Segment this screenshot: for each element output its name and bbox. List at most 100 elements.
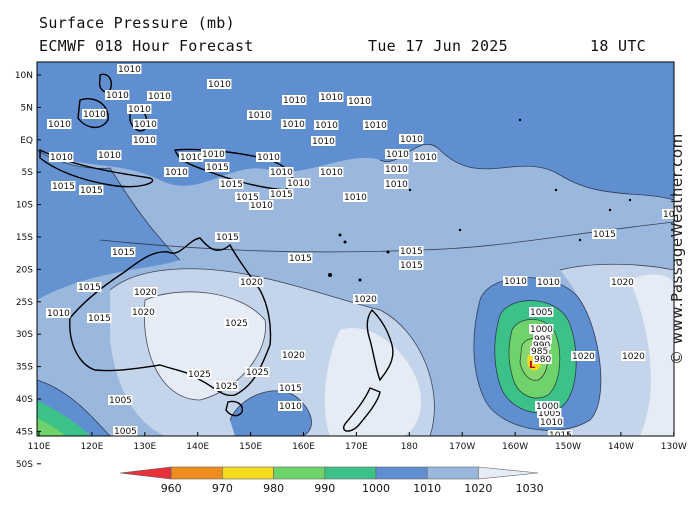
- isobar-label: 1010: [105, 90, 130, 101]
- isobar-label: 1010: [311, 136, 336, 147]
- isobar-value: 1010: [98, 151, 121, 161]
- isobar-value: 1020: [132, 308, 155, 318]
- colorbar-tick-label: 980: [263, 482, 284, 495]
- lon-label: 160E: [292, 442, 315, 452]
- map-title: Surface Pressure (mb): [39, 14, 235, 32]
- isobar-value: 1010: [320, 93, 343, 103]
- isobar-label: 1010: [399, 134, 424, 145]
- isobar-label: 1010: [539, 417, 564, 428]
- isobar-value: 1020: [611, 278, 634, 288]
- isobar-value: 980: [534, 355, 551, 365]
- isobar-value: 1020: [282, 351, 305, 361]
- colorbar-segment: [273, 466, 326, 480]
- colorbar-tick-label: 990: [314, 482, 335, 495]
- isobar-label: 1010: [256, 152, 281, 163]
- isobar-value: 1015: [220, 180, 243, 190]
- forecast-model: ECMWF 018 Hour Forecast: [39, 37, 254, 55]
- isobar-value: 1010: [540, 418, 563, 428]
- colorbar-tick-label: 1010: [413, 482, 441, 495]
- isobar-label: 1015: [205, 162, 230, 173]
- isobar-label: 1010: [662, 209, 686, 220]
- isobar-label: 1020: [353, 294, 378, 305]
- isobar-value: 1010: [180, 153, 203, 163]
- isobar-label: 1020: [239, 277, 264, 288]
- colorbar-tick-label: 960: [161, 482, 182, 495]
- isobar-label: 1010: [47, 119, 72, 130]
- isobar-label: 1010: [314, 120, 339, 131]
- isobar-value: 1010: [537, 278, 560, 288]
- pressure-colorbar: 960 970 980 990 1000 1010 1020 1030: [119, 466, 544, 495]
- lon-label: 140E: [186, 442, 209, 452]
- isobar-value: 1015: [206, 163, 229, 173]
- isobar-label: 1010: [347, 96, 372, 107]
- isobar-value: 1015: [80, 186, 103, 196]
- colorbar-tick-label: 1030: [516, 482, 544, 495]
- isobar-label: 1025: [214, 381, 239, 392]
- colorbar-segment: [324, 466, 377, 480]
- isobar-value: 1020: [240, 278, 263, 288]
- isobar-value: 1010: [364, 121, 387, 131]
- isobar-value: 1010: [400, 135, 423, 145]
- isobar-value: 1025: [188, 370, 211, 380]
- isobar-value: 1015: [88, 314, 111, 324]
- colorbar-tick-label: 1000: [362, 482, 390, 495]
- isobar-label: 1010: [82, 109, 107, 120]
- lon-label: 170E: [345, 442, 368, 452]
- colorbar-segment: [170, 466, 223, 480]
- isobar-value: 1010: [663, 210, 686, 220]
- lon-label: 150W: [555, 442, 581, 452]
- lon-label: 120E: [80, 442, 103, 452]
- isobar-label: 1020: [131, 307, 156, 318]
- isobar-value: 1010: [504, 277, 527, 287]
- latitude-axis: 10N 5N EQ 5S 10S 15S 20S 25S 30S 35S 40S 45S 50S: [15, 71, 41, 470]
- longitude-axis: 110E 120E 130E 140E 150E 160E 170E 180 170W 160W 1…: [28, 432, 687, 452]
- isobar-value: 1010: [386, 150, 409, 160]
- isobar-label: 1010: [147, 91, 172, 102]
- isobar-value: 1015: [236, 193, 259, 203]
- isobar-label: 1005: [108, 395, 133, 406]
- isobar-value: 1015: [112, 248, 135, 258]
- lat-label: 40S: [16, 395, 33, 405]
- isobar-value: 1005: [109, 396, 132, 406]
- pressure-field: 1010 1010 1010 1010 1010 1010 1010 1010 1010 1010…: [37, 62, 686, 522]
- isobar-label: 1015: [87, 313, 112, 324]
- isobar-label: 1010: [278, 401, 303, 412]
- isobar-label: 1020: [481, 508, 505, 519]
- isobar-label: 1015: [79, 185, 104, 196]
- isobar-value: 1005: [538, 409, 561, 419]
- lat-label: 45S: [16, 427, 33, 437]
- isobar-value: 1010: [118, 65, 141, 75]
- isobar-label: 1015: [51, 181, 76, 192]
- isobar-value: 1020: [482, 509, 505, 519]
- isobar-value: 1015: [270, 190, 293, 200]
- forecast-date: Tue 17 Jun 2025: [368, 37, 508, 55]
- lon-label: 130W: [661, 442, 687, 452]
- lat-label: 15S: [16, 233, 33, 243]
- isobar-label: 1025: [245, 367, 270, 378]
- isobar-value: 1000: [530, 325, 553, 335]
- lon-label: 110E: [28, 442, 51, 452]
- isobar-label: 1020: [621, 351, 646, 362]
- isobar-label: 1005: [113, 426, 138, 436]
- isobar-label: 1010: [384, 164, 409, 175]
- isobar-value: 1015: [400, 247, 423, 257]
- isobar-label: 1010: [132, 135, 157, 146]
- isobar-value: 1005: [530, 308, 553, 318]
- isobar-value: 1010: [248, 111, 271, 121]
- isobar-label: 1010: [201, 149, 226, 160]
- isobar-value: 1015: [216, 233, 239, 243]
- isobar-label: 1010: [343, 192, 368, 203]
- isobar-label: 1000: [529, 324, 554, 335]
- isobar-value: 1010: [208, 80, 231, 90]
- isobar-label: 1015: [111, 247, 136, 258]
- isobar-value: 1010: [385, 165, 408, 175]
- isobar-value: 1010: [312, 137, 335, 147]
- isobar-value: 1010: [320, 168, 343, 178]
- isobar-label: 1010: [46, 308, 71, 319]
- isobar-value: 1020: [552, 502, 575, 512]
- lat-label: 5N: [21, 103, 33, 113]
- isobar-value: 1020: [134, 288, 157, 298]
- isobar-label: 1010: [384, 179, 409, 190]
- isobar-value: 1030: [663, 512, 686, 522]
